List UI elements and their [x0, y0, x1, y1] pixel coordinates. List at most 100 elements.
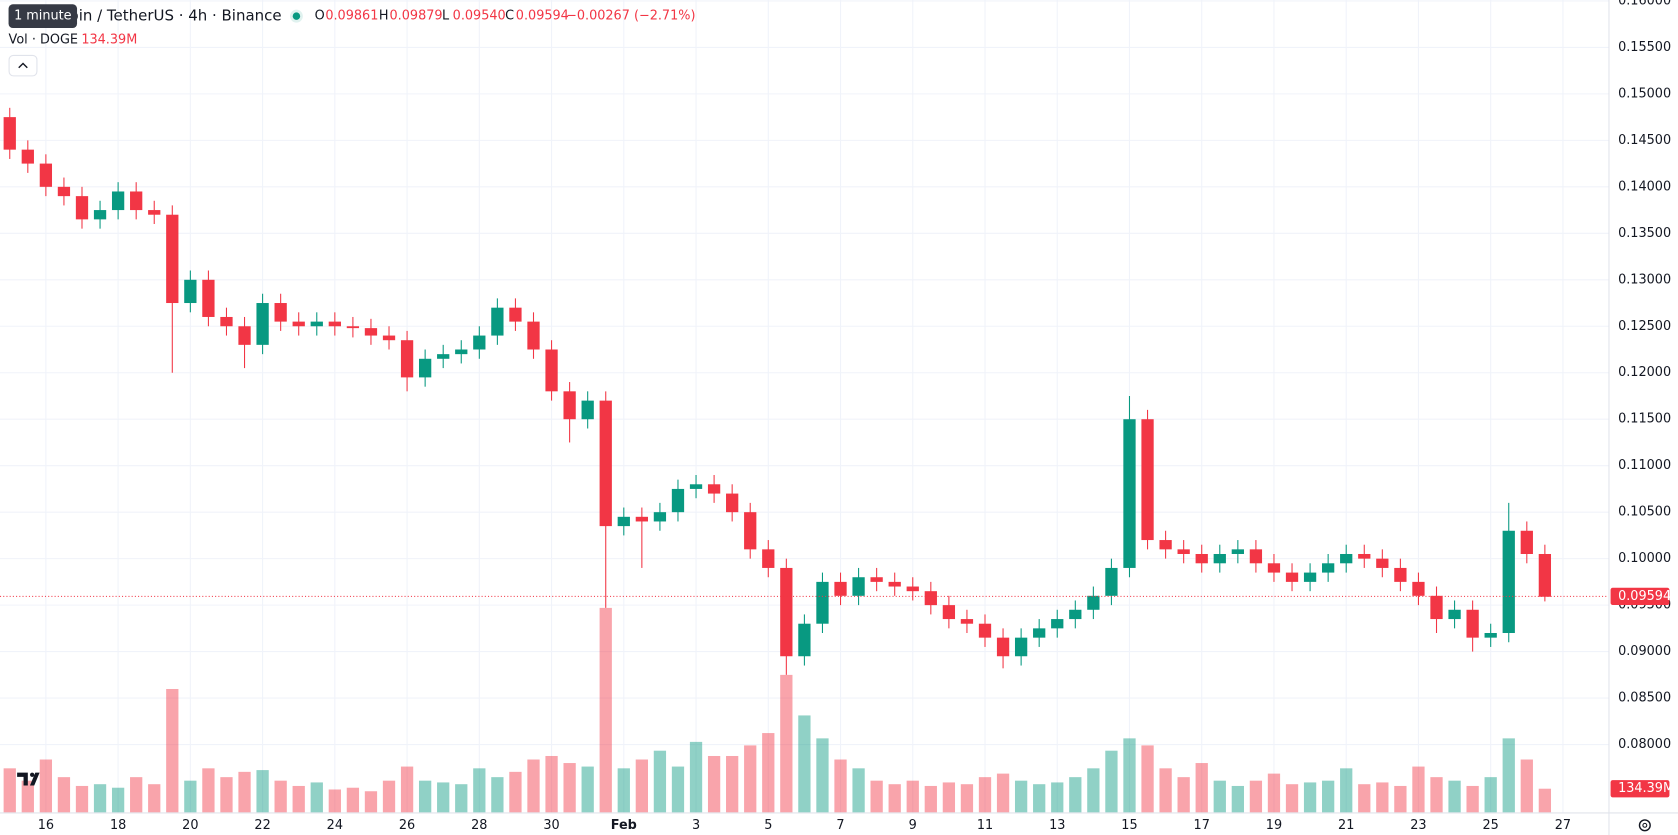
status-dot	[292, 12, 301, 20]
volume-bar	[1087, 768, 1100, 813]
candle-body	[130, 191, 143, 211]
candle-body	[798, 623, 811, 657]
settings-icon[interactable]	[1638, 819, 1651, 832]
candle-body	[1520, 530, 1533, 554]
volume-bar	[653, 750, 667, 813]
volume-bar	[238, 771, 251, 813]
volume-bar	[328, 789, 341, 813]
volume-bar	[256, 770, 269, 813]
x-tick-label: 3	[692, 818, 700, 833]
candle-body	[1430, 595, 1443, 620]
volume-bar	[1412, 766, 1425, 813]
volume-bar	[527, 759, 540, 813]
candle-body	[1466, 609, 1479, 638]
volume-bar	[382, 780, 396, 813]
candle-body	[166, 214, 179, 304]
candle-body	[437, 354, 450, 359]
candle-body	[274, 303, 287, 322]
candle-body	[653, 512, 667, 522]
volume-bar	[545, 755, 558, 813]
y-tick-label: 0.14500	[1618, 133, 1671, 148]
x-tick-label: Feb	[611, 818, 637, 833]
volume-bar	[418, 780, 432, 813]
volume-bar	[852, 768, 865, 813]
x-tick-label: 20	[182, 818, 198, 833]
volume-bar	[1123, 738, 1136, 813]
ohlc-value: 0.09594	[516, 9, 569, 24]
candle-body	[1177, 549, 1190, 554]
symbol[interactable]: oin / TetherUS · 4h · Binance	[70, 7, 282, 25]
candle-body	[256, 303, 269, 345]
candle-body	[744, 512, 757, 550]
volume-bar	[942, 782, 956, 813]
volume-bar	[148, 784, 161, 813]
volume-bar	[21, 780, 34, 813]
ohlc-value: 0.09861	[325, 9, 378, 24]
y-tick-label: 0.14000	[1618, 179, 1671, 194]
candle-body	[1087, 595, 1100, 610]
volume-bar	[707, 755, 721, 813]
logo[interactable]	[17, 772, 40, 786]
x-tick-label: 25	[1483, 818, 1499, 833]
volume-bar	[1069, 777, 1082, 813]
candle-body	[310, 321, 323, 327]
y-tick-label: 0.08500	[1618, 691, 1671, 706]
candle-body	[400, 340, 414, 378]
volume-bar	[310, 782, 323, 813]
candle-body	[1231, 549, 1244, 554]
candle-body	[852, 577, 865, 596]
x-tick-label: 17	[1194, 818, 1210, 833]
volume-bar	[870, 780, 883, 813]
last-volume-label: 134.39M	[1618, 781, 1674, 796]
candle-body	[328, 321, 341, 327]
x-tick-label: 18	[110, 818, 126, 833]
x-tick-label: 11	[977, 818, 993, 833]
last-price-box	[1610, 587, 1670, 605]
volume-bar	[960, 784, 974, 813]
volume-bar	[57, 777, 71, 813]
candle-body	[148, 210, 161, 215]
y-tick-label: 0.11500	[1618, 412, 1671, 427]
candle-body	[563, 391, 576, 420]
last-volume-box	[1610, 780, 1670, 798]
y-tick-label: 0.13500	[1618, 226, 1671, 241]
volume-label[interactable]: Vol · DOGE	[9, 32, 78, 47]
candle-body	[545, 349, 558, 392]
volume-bar	[3, 768, 16, 813]
candle-body	[689, 484, 703, 489]
volume-bar	[726, 755, 739, 813]
volume-bar	[455, 784, 468, 813]
candle-body	[707, 484, 721, 494]
volume-bar	[1159, 768, 1172, 813]
candle-body	[1051, 619, 1064, 629]
volume-bar	[1213, 780, 1226, 813]
volume-bar	[1430, 777, 1443, 813]
change: −0.00267 (−2.71%)	[566, 9, 695, 24]
candle-body	[1285, 572, 1299, 582]
volume-bar	[780, 674, 793, 813]
candle-body	[238, 326, 251, 345]
volume-bar	[635, 759, 648, 813]
x-tick-label: 7	[836, 818, 844, 833]
candle-body	[1538, 553, 1552, 597]
volume-bar	[400, 766, 414, 813]
volume-bar	[1195, 763, 1208, 813]
volume-bar	[581, 766, 594, 813]
candle-body	[834, 581, 847, 596]
y-tick-label: 0.16000	[1618, 0, 1671, 8]
candle-body	[1213, 553, 1226, 564]
volume-bar	[996, 773, 1010, 813]
volume-bar	[1033, 784, 1046, 813]
x-tick-label: 19	[1266, 818, 1282, 833]
candle-body	[1141, 419, 1154, 541]
y-tick-label: 0.12000	[1618, 365, 1671, 380]
volume-bar	[220, 777, 233, 813]
volume-bar	[1285, 784, 1299, 813]
candle-body	[527, 321, 540, 350]
candle-body	[996, 637, 1010, 657]
candle-body	[924, 591, 937, 606]
collapse-button[interactable]	[8, 54, 38, 77]
y-tick-label: 0.13000	[1618, 272, 1671, 287]
candle-body	[1502, 530, 1515, 634]
candle-body	[3, 117, 16, 150]
